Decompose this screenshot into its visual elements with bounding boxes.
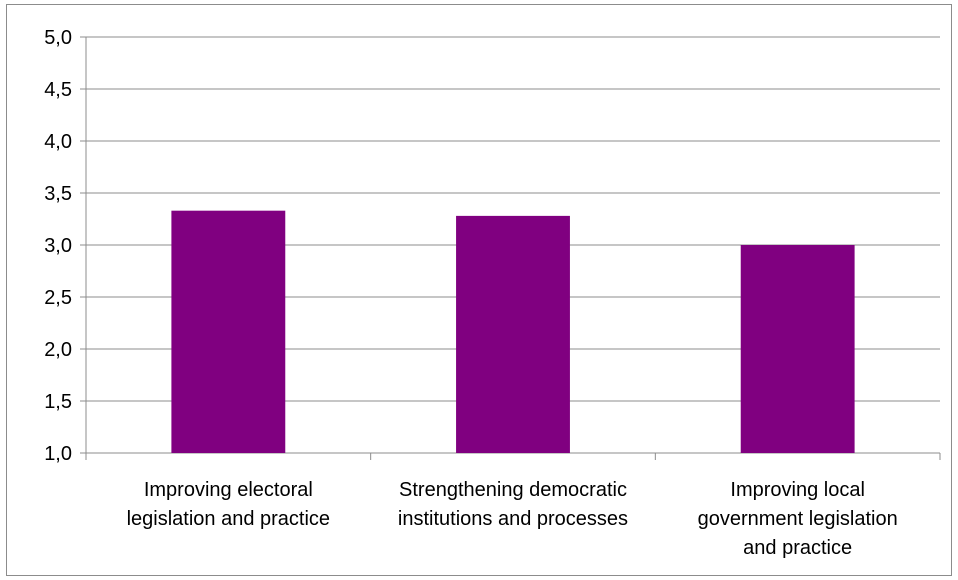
bar: [171, 210, 286, 453]
y-tick-label: 3,5: [44, 183, 72, 205]
y-tick-label: 2,5: [44, 287, 72, 309]
y-tick-labels: 1,0 1,5 2,0 2,5 3,0 3,5 4,0 4,5 5,0: [44, 27, 72, 465]
x-category-label: Strengthening democratic: [399, 479, 627, 501]
y-tick-label: 3,0: [44, 235, 72, 257]
bar: [740, 245, 855, 453]
y-tick-label: 4,0: [44, 131, 72, 153]
x-category-label: and practice: [743, 537, 852, 559]
x-category-label: government legislation: [698, 508, 898, 530]
x-category-label: institutions and processes: [398, 508, 628, 530]
x-category-label: Improving local: [730, 479, 865, 501]
y-tick-label: 5,0: [44, 27, 72, 49]
y-tick-label: 4,5: [44, 79, 72, 101]
x-category-label: Improving electoral: [144, 479, 313, 501]
y-tick-label: 1,5: [44, 391, 72, 413]
bar: [456, 215, 570, 453]
y-tick-label: 2,0: [44, 339, 72, 361]
y-tick-label: 1,0: [44, 443, 72, 465]
bars: [171, 210, 855, 453]
x-category-labels: Improving electoral legislation and pract…: [127, 479, 898, 559]
x-category-label: legislation and practice: [127, 508, 330, 530]
